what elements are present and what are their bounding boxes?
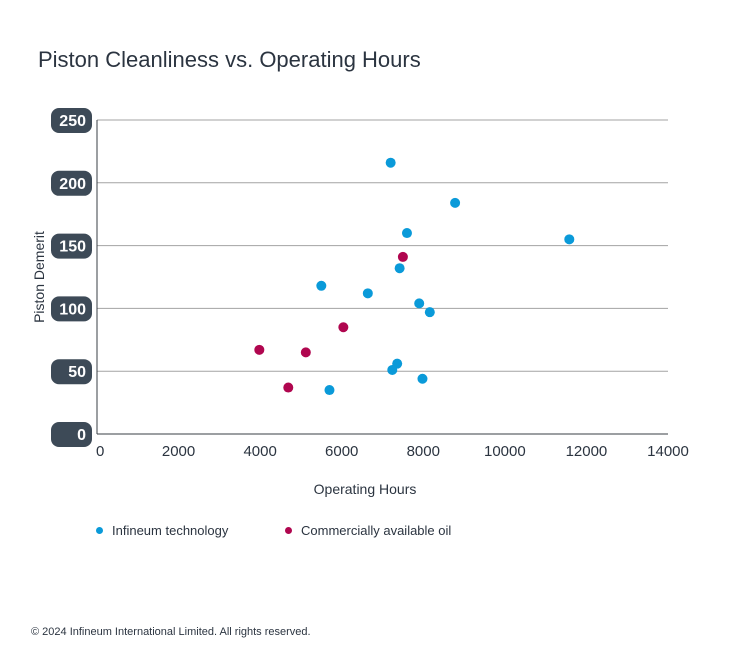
infineum-point bbox=[450, 197, 461, 208]
y-tick-badge bbox=[51, 108, 92, 133]
axes bbox=[96, 120, 668, 435]
infineum-point bbox=[385, 157, 396, 168]
y-tick-label: 100 bbox=[59, 301, 86, 318]
legend-marker-commercial bbox=[285, 527, 292, 534]
infineum-point bbox=[417, 373, 428, 384]
y-tick-label: 200 bbox=[59, 176, 86, 193]
x-tick-label: 4000 bbox=[243, 443, 276, 460]
y-tick-badge bbox=[51, 359, 92, 385]
x-tick-label: 14000 bbox=[647, 443, 689, 460]
x-tick-label: 6000 bbox=[325, 443, 358, 460]
y-tick-badge bbox=[51, 296, 92, 322]
y-tick-label: 250 bbox=[59, 113, 86, 130]
x-tick-label: 10000 bbox=[484, 443, 526, 460]
legend-label-commercial: Commercially available oil bbox=[301, 523, 452, 538]
legend-label-infineum: Infineum technology bbox=[112, 523, 229, 538]
y-tick-badge bbox=[51, 233, 92, 259]
x-tick-label: 2000 bbox=[162, 443, 195, 460]
x-tick-label: 0 bbox=[96, 443, 104, 460]
infineum-point bbox=[316, 280, 327, 291]
x-tick-labels: 0 2000 4000 6000 8000 10000 12000 14000 bbox=[96, 443, 689, 460]
data-points bbox=[254, 157, 575, 396]
commercial-oil-point bbox=[254, 344, 265, 355]
legend-item-commercial: Commercially available oil bbox=[285, 523, 451, 538]
y-axis-label: Piston Demerit bbox=[31, 231, 47, 323]
x-tick-label: 8000 bbox=[407, 443, 440, 460]
infineum-point bbox=[564, 234, 575, 245]
x-tick-label: 12000 bbox=[566, 443, 608, 460]
y-tick-label: 50 bbox=[68, 364, 86, 381]
gridlines bbox=[97, 119, 668, 372]
infineum-point bbox=[424, 307, 435, 318]
legend-item-infineum: Infineum technology bbox=[96, 523, 228, 538]
y-tick-badge bbox=[51, 170, 92, 196]
y-tick-labels: 0 50 100 150 200 250 bbox=[51, 108, 92, 447]
x-axis-label: Operating Hours bbox=[314, 481, 417, 497]
infineum-point bbox=[414, 298, 425, 309]
copyright-notice: © 2024 Infineum International Limited. A… bbox=[31, 626, 311, 638]
commercial-oil-point bbox=[300, 347, 311, 358]
commercial-oil-point bbox=[283, 382, 294, 393]
y-tick-badge bbox=[51, 422, 92, 447]
infineum-point bbox=[387, 364, 398, 375]
y-tick-label: 0 bbox=[77, 427, 86, 444]
infineum-point bbox=[324, 385, 335, 396]
chart-title: Piston Cleanliness vs. Operating Hours bbox=[38, 47, 421, 72]
infineum-point bbox=[401, 228, 412, 239]
infineum-point bbox=[362, 288, 373, 299]
commercial-oil-point bbox=[338, 322, 349, 333]
y-tick-label: 150 bbox=[59, 239, 86, 256]
commercial-oil-point bbox=[397, 251, 408, 262]
legend-marker-infineum bbox=[96, 527, 103, 534]
infineum-point bbox=[394, 263, 405, 274]
